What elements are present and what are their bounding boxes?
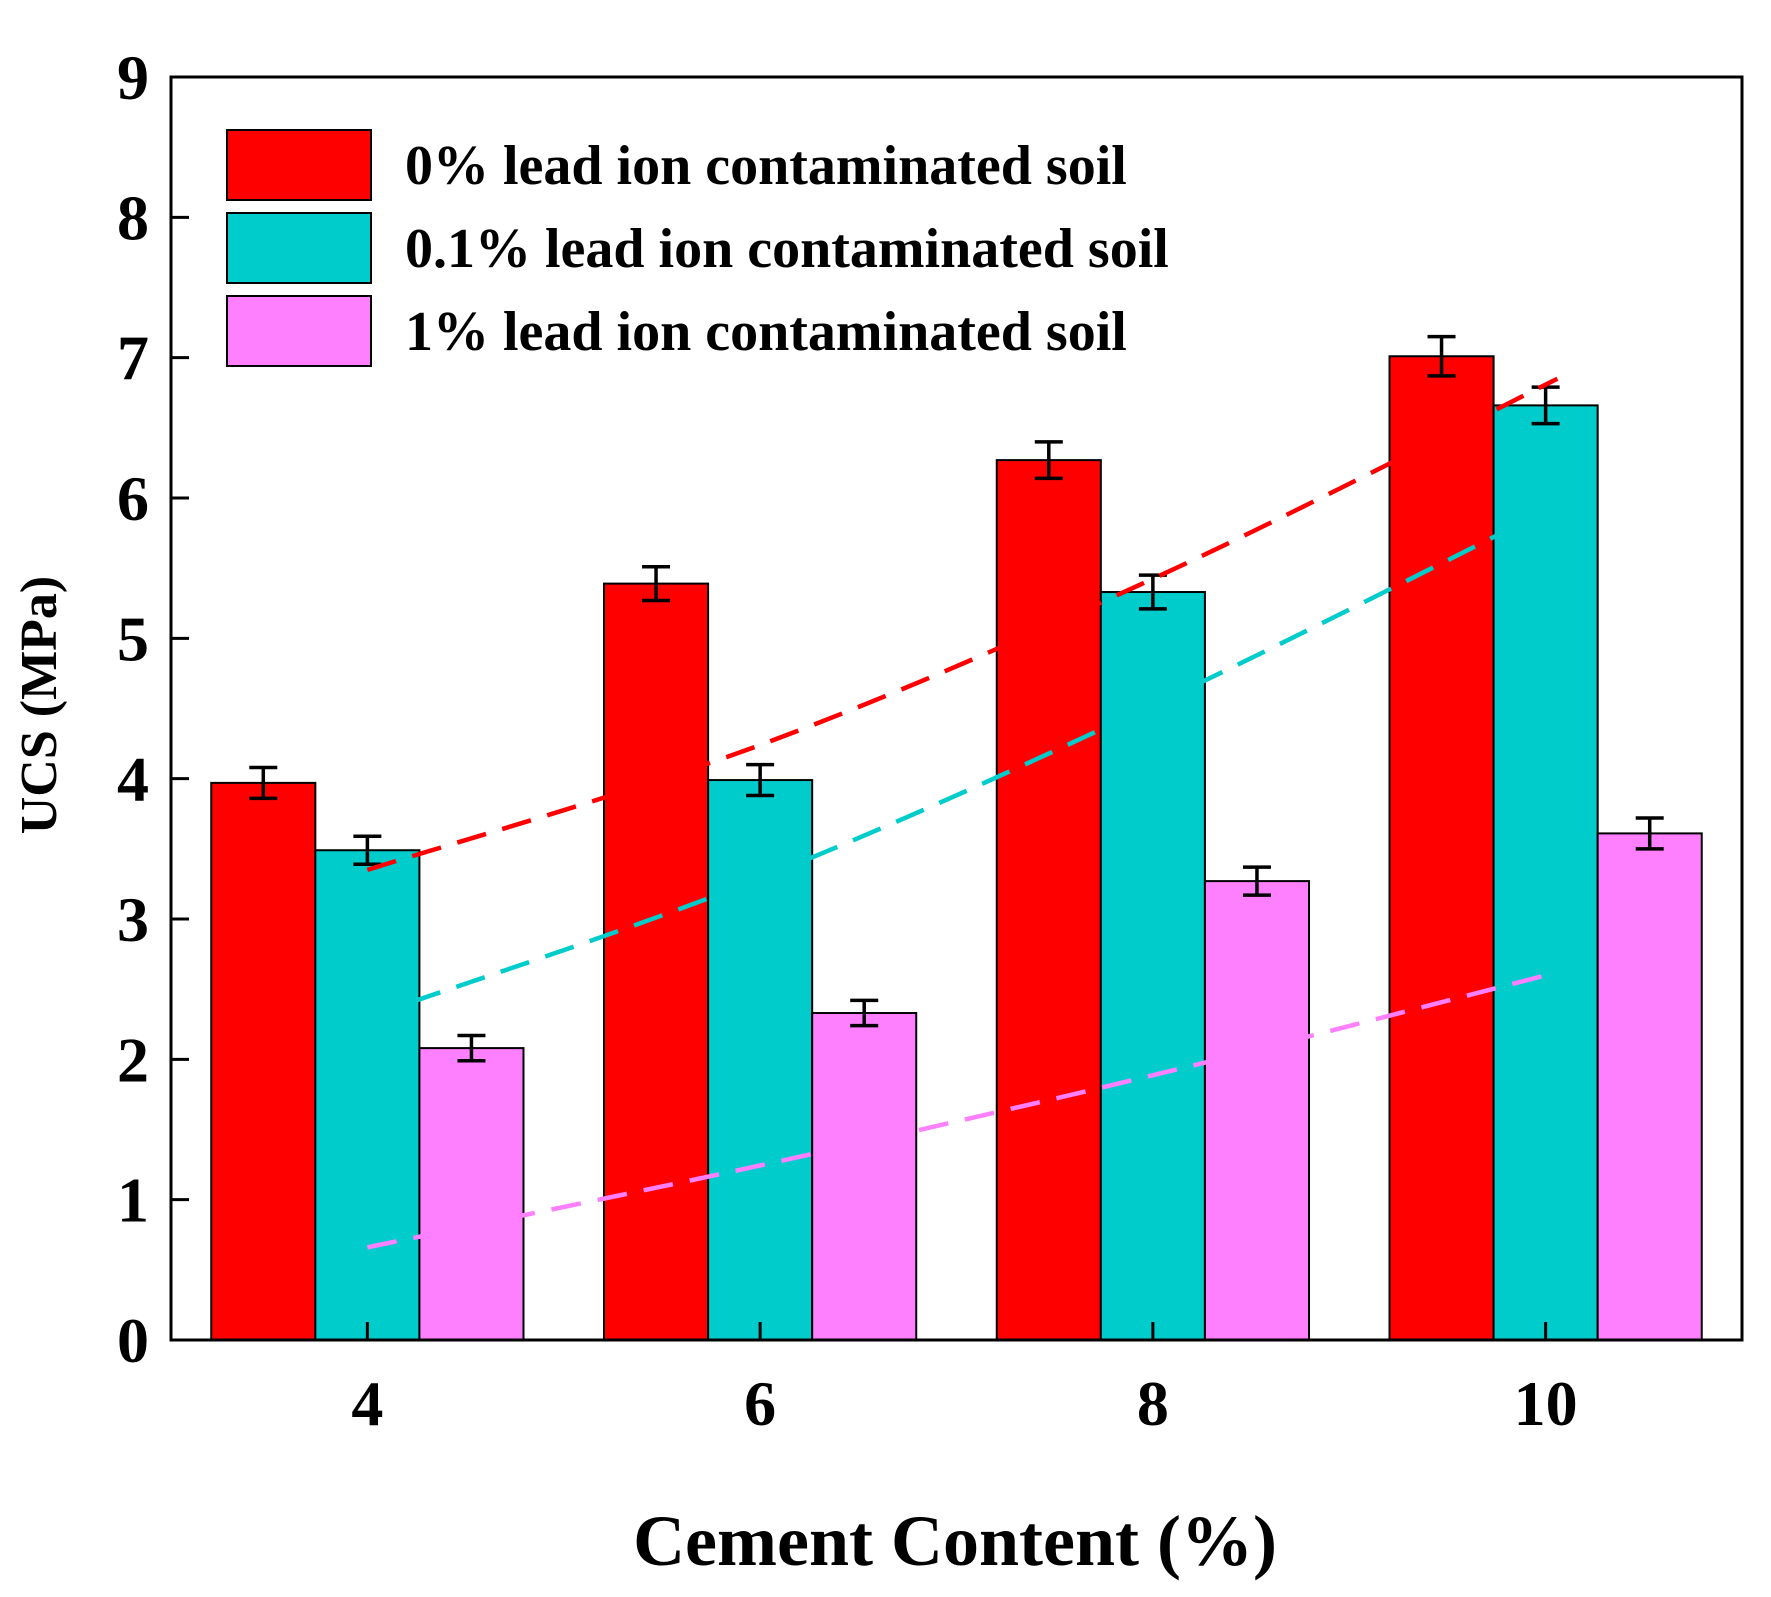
error-bar-1-10 xyxy=(1427,334,1456,378)
y-tick-label: 4 xyxy=(117,744,149,815)
x-tick-label: 10 xyxy=(1514,1368,1578,1439)
bar-3-4 xyxy=(418,1047,525,1342)
x-tick-label: 8 xyxy=(1137,1368,1169,1439)
y-tick-label: 7 xyxy=(117,323,149,394)
error-bar-2-4 xyxy=(353,834,382,867)
y-tick-label: 9 xyxy=(117,42,149,113)
error-bar-3-4 xyxy=(457,1033,486,1063)
y-tick-label: 6 xyxy=(117,463,149,534)
legend-label-2: 0.1% lead ion contaminated soil xyxy=(405,218,1169,280)
y-tick-label: 3 xyxy=(117,884,149,955)
y-tick-label: 8 xyxy=(117,182,149,253)
legend-label-1: 0% lead ion contaminated soil xyxy=(405,135,1127,197)
trend-line-3 xyxy=(366,970,1558,1250)
plot-area xyxy=(169,75,1744,1342)
y-tick-label: 2 xyxy=(117,1024,149,1095)
bar-1-4 xyxy=(210,781,317,1341)
bar-2-6 xyxy=(707,779,814,1341)
bar-1-10 xyxy=(1388,355,1495,1342)
plot-frame xyxy=(169,75,1744,1342)
error-bar-1-4 xyxy=(249,765,278,801)
error-bar-1-6 xyxy=(642,565,671,603)
trend-line-1 xyxy=(366,376,1559,873)
y-tick-label: 1 xyxy=(117,1165,149,1236)
error-bar-1-8 xyxy=(1034,440,1063,481)
error-bar-3-10 xyxy=(1635,816,1664,851)
y-axis-title: UCS (MPa) xyxy=(11,576,68,835)
legend: 0% lead ion contaminated soil 0.1% lead i… xyxy=(226,129,1169,367)
error-bar-3-8 xyxy=(1242,865,1271,897)
y-tick-label: 0 xyxy=(117,1305,149,1376)
y-tick-label: 5 xyxy=(117,603,149,674)
bar-1-6 xyxy=(603,582,710,1341)
x-axis-title: Cement Content (%) xyxy=(633,1501,1277,1581)
error-bar-2-6 xyxy=(746,762,775,798)
bar-3-8 xyxy=(1203,880,1310,1341)
trend-line-2 xyxy=(366,503,1559,1020)
bar-3-10 xyxy=(1596,832,1703,1341)
legend-label-3: 1% lead ion contaminated soil xyxy=(405,301,1127,363)
legend-swatch-3 xyxy=(226,295,372,367)
bar-3-6 xyxy=(811,1012,918,1341)
x-tick-label: 4 xyxy=(351,1368,383,1439)
legend-swatch-1 xyxy=(226,129,372,201)
error-bar-3-6 xyxy=(850,998,879,1028)
x-tick-label: 6 xyxy=(744,1368,776,1439)
bar-2-4 xyxy=(314,849,421,1342)
bar-1-8 xyxy=(995,459,1102,1341)
error-bar-2-10 xyxy=(1531,385,1560,426)
bar-2-10 xyxy=(1492,404,1599,1341)
legend-swatch-2 xyxy=(226,212,372,284)
